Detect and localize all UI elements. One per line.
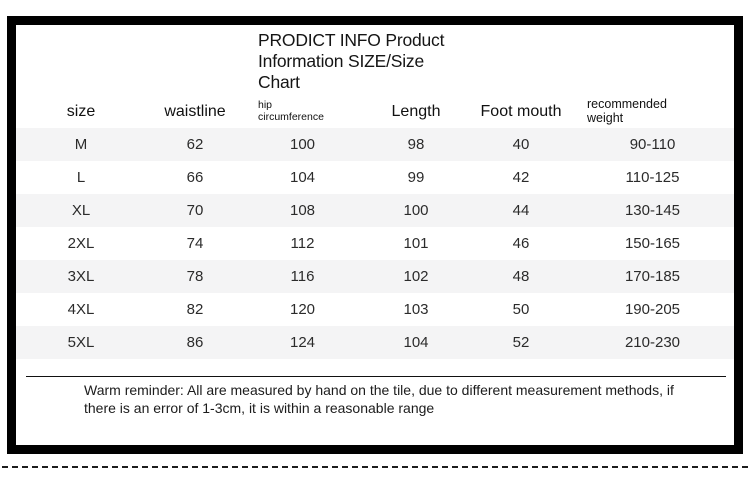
table-row: XL 70 108 100 44 130-145	[16, 194, 734, 227]
cell-hip: 116	[290, 268, 315, 285]
cell-hip: 104	[289, 169, 316, 186]
page-title: PRODICT INFO Product Information SIZE/Si…	[258, 30, 445, 92]
reminder-divider-line	[26, 376, 726, 377]
cell-size: XL	[71, 202, 91, 219]
column-header-waistline: waistline	[164, 102, 226, 120]
cell-waistline: 62	[186, 136, 204, 153]
cell-weight: 210-230	[624, 334, 681, 351]
cell-length: 101	[403, 235, 429, 252]
cell-hip: 124	[289, 334, 316, 351]
cell-waistline: 70	[186, 202, 204, 219]
table-header-row: size waistline hip circumference Length …	[16, 95, 734, 128]
cell-hip: 100	[289, 136, 316, 153]
cell-foot-mouth: 48	[512, 268, 530, 285]
cell-foot-mouth: 42	[512, 169, 530, 186]
table-body: M 62 100 98 40 90-110 L 66 104 99 42 110…	[16, 128, 734, 359]
cell-weight: 90-110	[629, 136, 676, 153]
cell-foot-mouth: 40	[512, 136, 530, 153]
cell-length: 100	[403, 202, 429, 219]
cell-waistline: 74	[186, 235, 204, 252]
column-header-foot-mouth: Foot mouth	[480, 102, 562, 120]
cell-size: 5XL	[67, 334, 95, 351]
warm-reminder-text: Warm reminder: All are measured by hand …	[84, 382, 674, 416]
cell-foot-mouth: 44	[512, 202, 530, 219]
cell-waistline: 66	[186, 169, 204, 186]
table-row: 5XL 86 124 104 52 210-230	[16, 326, 734, 359]
cell-weight: 110-125	[625, 169, 680, 186]
column-header-recommended-weight: recommended weight	[587, 96, 667, 125]
column-header-length: Length	[391, 102, 441, 120]
cell-length: 103	[403, 301, 429, 318]
cell-size: 3XL	[67, 268, 95, 285]
cell-size: L	[76, 169, 86, 186]
cell-hip: 112	[290, 235, 315, 252]
cell-foot-mouth: 50	[512, 301, 530, 318]
cell-foot-mouth: 46	[512, 235, 530, 252]
cell-size: 4XL	[67, 301, 95, 318]
table-row: 2XL 74 112 101 46 150-165	[16, 227, 734, 260]
cell-size: 2XL	[67, 235, 95, 252]
size-chart-frame: PRODICT INFO Product Information SIZE/Si…	[7, 16, 743, 454]
cell-waistline: 86	[186, 334, 204, 351]
bottom-dashed-separator	[2, 466, 748, 468]
cell-weight: 150-165	[624, 235, 681, 252]
table-row: 3XL 78 116 102 48 170-185	[16, 260, 734, 293]
cell-length: 98	[407, 136, 425, 153]
column-header-size: size	[66, 102, 96, 120]
cell-length: 99	[407, 169, 425, 186]
table-row: L 66 104 99 42 110-125	[16, 161, 734, 194]
cell-weight: 170-185	[624, 268, 681, 285]
cell-foot-mouth: 52	[512, 334, 530, 351]
cell-size: M	[74, 136, 88, 153]
cell-weight: 190-205	[624, 301, 681, 318]
cell-length: 102	[403, 268, 429, 285]
cell-length: 104	[403, 334, 429, 351]
cell-waistline: 82	[186, 301, 204, 318]
table-row: 4XL 82 120 103 50 190-205	[16, 293, 734, 326]
cell-waistline: 78	[186, 268, 204, 285]
cell-hip: 120	[289, 301, 316, 318]
table-row: M 62 100 98 40 90-110	[16, 128, 734, 161]
cell-hip: 108	[289, 202, 316, 219]
cell-weight: 130-145	[624, 202, 681, 219]
column-header-hip-circumference: hip circumference	[258, 98, 324, 123]
